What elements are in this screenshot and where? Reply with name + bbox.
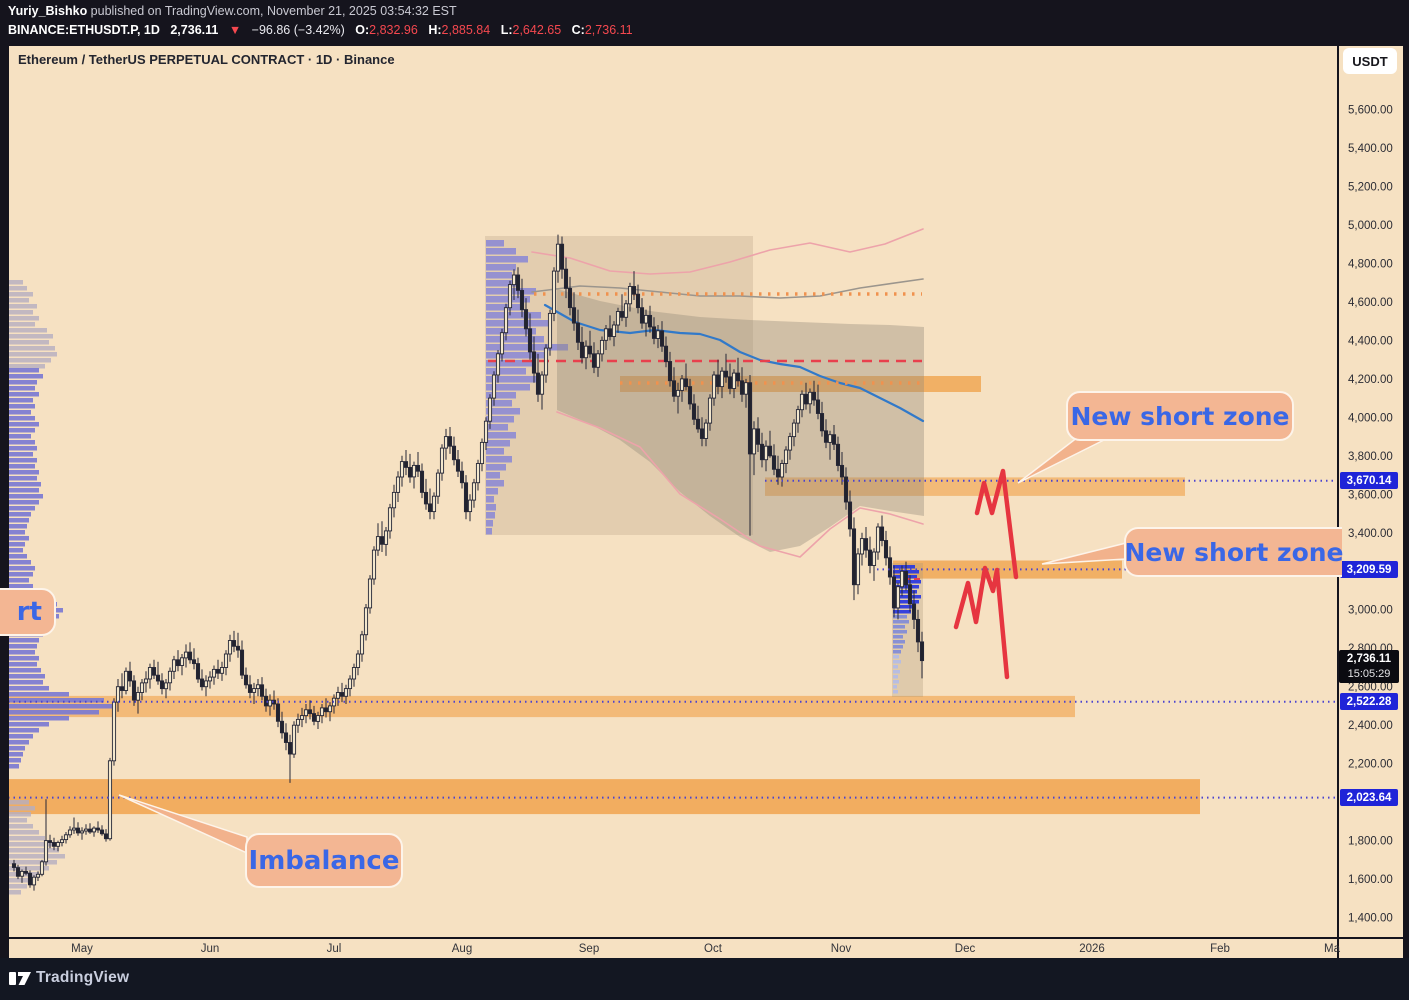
price-change: −96.86 (−3.42%) (251, 23, 345, 37)
lower-band (556, 411, 924, 558)
alert-level-lines[interactable] (8, 479, 1338, 799)
svg-text:2,200.00: 2,200.00 (1348, 759, 1393, 771)
svg-text:2,600.00: 2,600.00 (1348, 682, 1393, 694)
price-level-label-3670: 3,670.14 (1340, 472, 1398, 489)
svg-text:5,600.00: 5,600.00 (1348, 105, 1393, 117)
svg-text:2026: 2026 (1079, 943, 1105, 955)
down-arrow-icon: ▼ (228, 23, 242, 37)
low-label: L: (500, 23, 513, 37)
chart-legend-title: Ethereum / TetherUS PERPETUAL CONTRACT ·… (18, 52, 395, 67)
svg-text:5,000.00: 5,000.00 (1348, 220, 1393, 232)
high-value: 2,885.84 (441, 23, 491, 37)
svg-text:4,800.00: 4,800.00 (1348, 258, 1393, 270)
current-price-value: 2,736.11 (1346, 653, 1392, 665)
mid-band (531, 278, 924, 299)
chart-borders (7, 44, 1405, 958)
price-level-label-3209: 3,209.59 (1340, 561, 1398, 578)
svg-text:1,800.00: 1,800.00 (1348, 836, 1393, 848)
annotation-short-clipped[interactable]: rt (0, 588, 56, 636)
volatility-channel-fill (557, 289, 924, 552)
svg-text:5,200.00: 5,200.00 (1348, 182, 1393, 194)
bar-countdown: 15:05:29 (1347, 668, 1391, 680)
svg-text:3,000.00: 3,000.00 (1348, 605, 1393, 617)
svg-text:1,400.00: 1,400.00 (1348, 913, 1393, 925)
svg-text:1,600.00: 1,600.00 (1348, 874, 1393, 886)
price-axis-ticks[interactable]: 5,600.00 5,400.00 5,200.00 5,000.00 4,800.00… (1348, 105, 1393, 925)
high-label: H: (428, 23, 442, 37)
open-label: O: (355, 23, 370, 37)
tradingview-logo-icon[interactable] (9, 970, 33, 988)
upper-band (531, 228, 924, 275)
price-level-label-2023: 2,023.64 (1340, 789, 1398, 806)
svg-text:4,000.00: 4,000.00 (1348, 412, 1393, 424)
publisher-username: Yuriy_Bishko (8, 4, 88, 18)
close-value: 2,736.11 (584, 23, 633, 37)
current-price-label: 2,736.11 15:05:29 (1339, 650, 1399, 683)
svg-text:Feb: Feb (1210, 943, 1230, 955)
currency-toggle-button[interactable]: USDT (1343, 48, 1397, 74)
svg-text:Oct: Oct (704, 943, 723, 955)
projection-upper[interactable] (974, 468, 1019, 580)
low-value: 2,642.65 (512, 23, 562, 37)
time-axis-labels[interactable]: May Jun Jul Aug Sep Oct Nov Dec 2026 Feb Ma (71, 943, 1340, 955)
annotation-imbalance[interactable]: Imbalance (245, 833, 403, 888)
tradingview-brand-text[interactable]: TradingView (36, 969, 130, 986)
svg-text:3,400.00: 3,400.00 (1348, 528, 1393, 540)
svg-text:5,400.00: 5,400.00 (1348, 143, 1393, 155)
symbol-name: BINANCE:ETHUSDT.P, 1D (8, 23, 160, 37)
svg-text:Aug: Aug (452, 943, 472, 955)
candlestick-series (11, 234, 925, 891)
last-price: 2,736.11 (170, 23, 219, 37)
open-value: 2,832.96 (369, 23, 418, 37)
projection-lower[interactable] (953, 565, 1010, 680)
svg-text:3,600.00: 3,600.00 (1348, 489, 1393, 501)
footer-bar: TradingView (0, 958, 1409, 1000)
annotation-new-short-zone-2[interactable]: New short zone (1124, 527, 1344, 577)
svg-text:Sep: Sep (579, 943, 599, 955)
svg-text:2,400.00: 2,400.00 (1348, 720, 1393, 732)
svg-text:4,400.00: 4,400.00 (1348, 335, 1393, 347)
svg-text:Dec: Dec (955, 943, 976, 955)
svg-text:Nov: Nov (831, 943, 852, 955)
svg-text:3,800.00: 3,800.00 (1348, 451, 1393, 463)
svg-text:Jun: Jun (201, 943, 220, 955)
svg-text:Jul: Jul (327, 943, 342, 955)
svg-text:4,600.00: 4,600.00 (1348, 297, 1393, 309)
publish-info: Yuriy_Bishko published on TradingView.co… (8, 4, 457, 18)
close-label: C: (571, 23, 585, 37)
ma-line (543, 303, 925, 423)
price-level-label-2522: 2,522.28 (1340, 693, 1398, 710)
annotation-new-short-zone-1[interactable]: New short zone (1066, 391, 1294, 441)
publish-text: published on TradingView.com, November 2… (87, 4, 457, 18)
svg-text:Ma: Ma (1324, 943, 1341, 955)
svg-text:May: May (71, 943, 93, 955)
symbol-ohlc-bar: BINANCE:ETHUSDT.P, 1D 2,736.11 ▼ −96.86 … (8, 23, 633, 37)
svg-text:4,200.00: 4,200.00 (1348, 374, 1393, 386)
